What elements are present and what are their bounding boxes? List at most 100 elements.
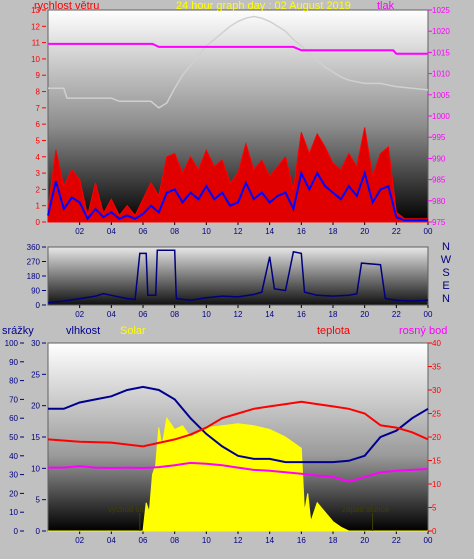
direction-x-tick-label: 18: [329, 310, 338, 319]
humidity-line: [48, 385, 429, 464]
temperature-y-tick-label: 15: [432, 457, 441, 466]
direction-x-tick-label: 08: [170, 310, 179, 319]
direction-x-tick-label: 04: [107, 310, 116, 319]
solar-label: Solar: [120, 325, 146, 337]
humidity-y-tick-label: 25: [31, 370, 40, 379]
temperature-x-tick-label: 12: [234, 536, 243, 545]
temperature-x-tick-label: 18: [329, 536, 338, 545]
wind-x-tick-label: 22: [392, 227, 401, 236]
direction-y-tick-label: 360: [27, 243, 41, 252]
wind-speed-y-tick-label: 11: [32, 39, 41, 48]
temperature-y-tick-label: 20: [432, 433, 441, 442]
wind-x-tick-label: 02: [75, 227, 84, 236]
solar-area: [48, 416, 428, 532]
rain-y-tick-label: 70: [9, 395, 18, 404]
rain-y-tick-label: 0: [14, 527, 19, 536]
wind-speed-y-tick-label: 3: [36, 169, 41, 178]
direction-y-tick-label: 0: [36, 301, 41, 310]
sunrise-annotation: východ slun: [108, 505, 150, 514]
pressure-y-tick-label: 1020: [432, 27, 450, 36]
wind-x-tick-label: 10: [202, 227, 211, 236]
wind-speed-y-tick-label: 6: [36, 120, 41, 129]
pressure-y-tick-label: 1000: [432, 112, 450, 121]
wind-direction-line: [47, 249, 429, 304]
rain-y-tick-label: 30: [9, 471, 18, 480]
direction-y-tick-label: 180: [27, 272, 41, 281]
temperature-y-tick-label: 25: [432, 410, 441, 419]
rain-y-tick-label: 50: [9, 433, 18, 442]
pressure-line: [48, 42, 428, 55]
humidity-y-tick-label: 15: [31, 433, 40, 442]
direction-y-tick-label: 270: [27, 258, 41, 267]
temperature-line: [47, 400, 429, 448]
wind-speed-y-tick-label: 4: [36, 153, 41, 162]
wind-x-tick-label: 14: [265, 227, 274, 236]
temperature-y-tick-label: 40: [432, 339, 441, 348]
rain-y-tick-label: 90: [9, 358, 18, 367]
wind-x-tick-label: 16: [297, 227, 306, 236]
compass-label: N: [442, 293, 450, 305]
wind-speed-y-tick-label: 12: [31, 22, 40, 31]
wind-speed-y-tick-label: 10: [31, 55, 40, 64]
rain-y-tick-label: 20: [9, 489, 18, 498]
wind-speed-y-tick-label: 2: [36, 185, 41, 194]
wind-x-tick-label: 08: [170, 227, 179, 236]
pressure-y-tick-label: 995: [432, 133, 446, 142]
humidity-label: vlhkost: [66, 325, 100, 337]
pressure-y-tick-label: 1025: [432, 6, 450, 15]
pressure-y-tick-label: 980: [432, 197, 446, 206]
wind-speed-y-tick-label: 5: [36, 136, 41, 145]
wind-speed-y-tick-label: 0: [36, 218, 41, 227]
rain-y-tick-label: 80: [9, 377, 18, 386]
wind-x-tick-label: 00: [424, 227, 433, 236]
direction-x-tick-label: 12: [234, 310, 243, 319]
humidity-y-tick-label: 5: [36, 496, 41, 505]
humidity-y-tick-label: 10: [31, 464, 40, 473]
rain-y-tick-label: 60: [9, 414, 18, 423]
temperature-x-tick-label: 22: [392, 536, 401, 545]
direction-x-tick-label: 00: [424, 310, 433, 319]
rain-y-tick-label: 10: [9, 508, 18, 517]
direction-x-tick-label: 16: [297, 310, 306, 319]
temperature-y-tick-label: 5: [432, 504, 437, 513]
wind-x-tick-label: 12: [234, 227, 243, 236]
pressure-y-tick-label: 975: [432, 218, 446, 227]
compass-label: W: [441, 254, 452, 266]
wind-speed-y-tick-label: 7: [36, 104, 41, 113]
temperature-y-tick-label: 30: [432, 386, 441, 395]
sunset-annotation: západ slunce: [342, 505, 390, 514]
temperature-x-tick-label: 14: [265, 536, 274, 545]
dew-point-label: rosný bod: [399, 325, 447, 337]
wind-speed-y-tick-label: 1: [36, 202, 41, 211]
temperature-x-tick-label: 10: [202, 536, 211, 545]
humidity-y-tick-label: 30: [31, 339, 40, 348]
pressure-y-tick-label: 1015: [432, 48, 450, 57]
temperature-y-tick-label: 10: [432, 480, 441, 489]
pressure-y-tick-label: 1005: [432, 91, 450, 100]
compass-label: S: [442, 267, 449, 279]
wind-x-tick-label: 06: [139, 227, 148, 236]
temperature-x-tick-label: 08: [170, 536, 179, 545]
direction-x-tick-label: 02: [75, 310, 84, 319]
direction-y-tick-label: 90: [31, 287, 40, 296]
direction-x-tick-label: 14: [265, 310, 274, 319]
temperature-x-tick-label: 04: [107, 536, 116, 545]
wind-x-tick-label: 20: [360, 227, 369, 236]
chart-title: 24 hour graph day : 02 August 2019: [176, 0, 351, 12]
pressure-y-tick-label: 990: [432, 154, 446, 163]
wind-x-tick-label: 04: [107, 227, 116, 236]
wind-speed-y-tick-label: 8: [36, 88, 41, 97]
pressure-y-tick-label: 985: [432, 176, 446, 185]
pressure-label: tlak: [377, 0, 395, 12]
direction-x-tick-label: 20: [360, 310, 369, 319]
compass-label: N: [442, 241, 450, 253]
wind-speed-label: rychlost větru: [34, 0, 99, 12]
temperature-x-tick-label: 00: [424, 536, 433, 545]
rain-y-tick-label: 40: [9, 452, 18, 461]
temperature-x-tick-label: 02: [75, 536, 84, 545]
pressure-y-tick-label: 1010: [432, 70, 450, 79]
humidity-y-tick-label: 20: [31, 402, 40, 411]
wind-average-line: [47, 169, 428, 222]
wind-speed-y-tick-label: 9: [36, 71, 41, 80]
